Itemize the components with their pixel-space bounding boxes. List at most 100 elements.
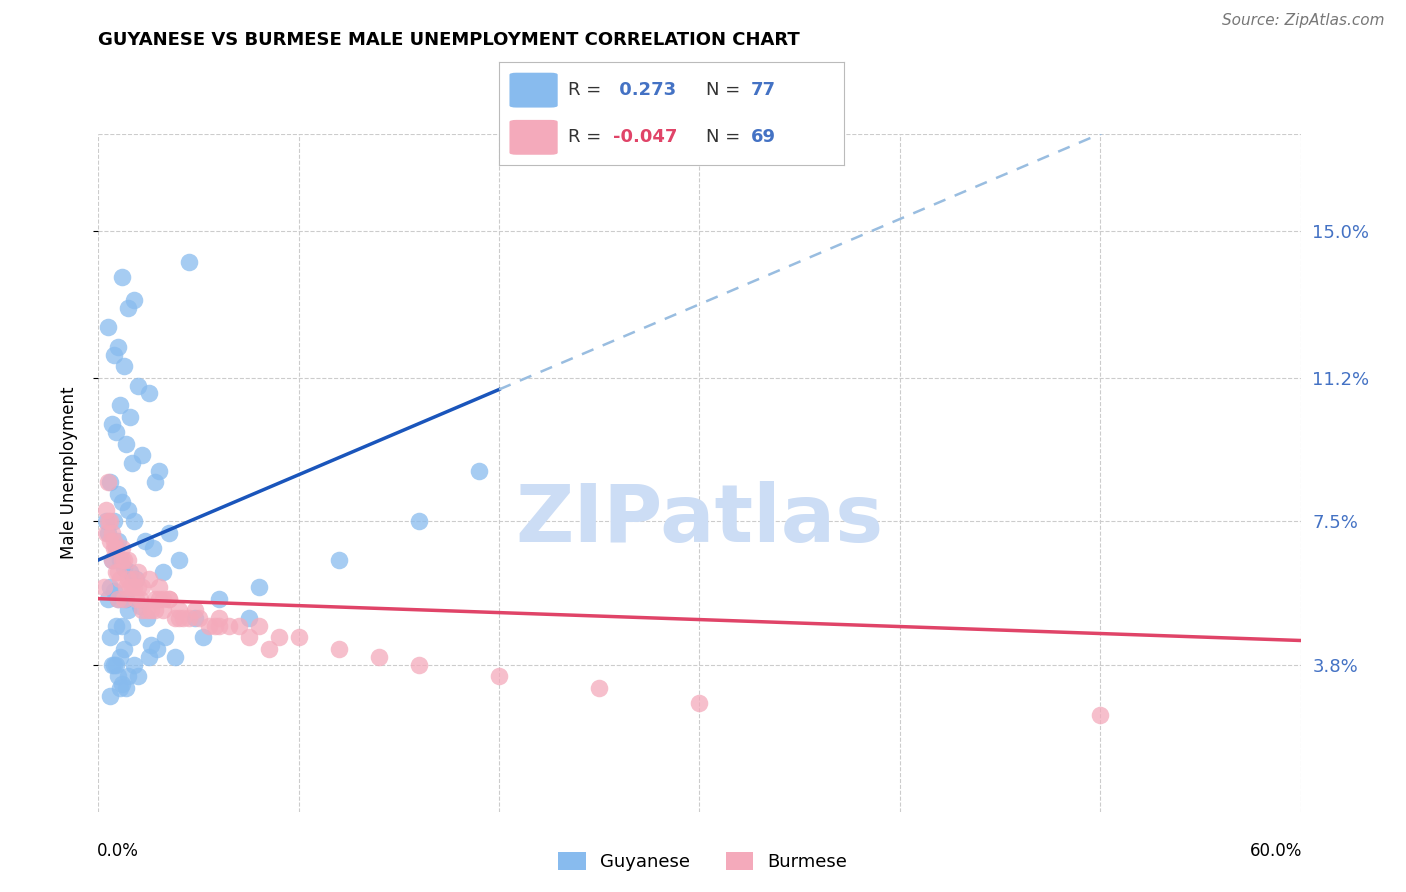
Text: -0.047: -0.047 xyxy=(613,128,678,146)
Point xyxy=(134,533,156,548)
Point xyxy=(139,603,162,617)
Point xyxy=(103,657,125,672)
Point xyxy=(111,677,134,691)
Point xyxy=(368,649,391,664)
Point xyxy=(138,649,160,664)
Point xyxy=(120,409,142,424)
Point xyxy=(228,619,250,633)
Point xyxy=(408,657,430,672)
Point xyxy=(120,580,142,594)
Point xyxy=(111,270,134,285)
Point xyxy=(163,649,186,664)
Point xyxy=(103,541,125,556)
Point xyxy=(125,572,148,586)
Point xyxy=(107,487,129,501)
Point xyxy=(588,681,610,695)
Point xyxy=(100,475,122,490)
Point xyxy=(135,611,157,625)
Point xyxy=(121,456,143,470)
Point xyxy=(408,514,430,528)
FancyBboxPatch shape xyxy=(509,73,558,108)
Point xyxy=(117,502,139,516)
Point xyxy=(139,638,162,652)
Point xyxy=(135,603,157,617)
Point xyxy=(100,631,122,645)
Point xyxy=(97,475,120,490)
Point xyxy=(97,320,120,334)
Text: 69: 69 xyxy=(751,128,776,146)
Point xyxy=(117,572,139,586)
Point xyxy=(138,386,160,401)
Point xyxy=(121,580,143,594)
Point xyxy=(153,631,176,645)
Point xyxy=(183,603,205,617)
Point xyxy=(111,553,134,567)
Point xyxy=(187,611,209,625)
Point xyxy=(105,425,128,439)
Point xyxy=(157,591,180,606)
Point xyxy=(105,657,128,672)
Point xyxy=(138,572,160,586)
Point xyxy=(128,669,150,683)
Point xyxy=(143,475,166,490)
Point xyxy=(208,611,231,625)
Text: N =: N = xyxy=(706,128,745,146)
Point xyxy=(101,553,124,567)
Point xyxy=(1088,707,1111,722)
Point xyxy=(115,436,138,450)
Point xyxy=(167,603,190,617)
Point xyxy=(114,553,136,567)
Text: Source: ZipAtlas.com: Source: ZipAtlas.com xyxy=(1222,13,1385,29)
Point xyxy=(96,525,118,540)
Point xyxy=(197,619,219,633)
Text: 0.0%: 0.0% xyxy=(97,842,139,860)
Point xyxy=(97,514,120,528)
Point xyxy=(110,553,132,567)
Point xyxy=(110,649,132,664)
Point xyxy=(97,591,120,606)
Point xyxy=(177,254,200,268)
Point xyxy=(238,611,260,625)
Point xyxy=(148,464,170,478)
Text: GUYANESE VS BURMESE MALE UNEMPLOYMENT CORRELATION CHART: GUYANESE VS BURMESE MALE UNEMPLOYMENT CO… xyxy=(98,31,800,49)
Point xyxy=(120,565,142,579)
Point xyxy=(148,580,170,594)
Point xyxy=(148,591,170,606)
Point xyxy=(183,611,205,625)
Point xyxy=(163,611,186,625)
Text: ZIPatlas: ZIPatlas xyxy=(516,481,883,559)
Point xyxy=(129,599,152,614)
Point xyxy=(110,572,132,586)
FancyBboxPatch shape xyxy=(509,120,558,155)
Point xyxy=(167,611,190,625)
Point xyxy=(128,580,150,594)
Point xyxy=(328,553,350,567)
Point xyxy=(208,619,231,633)
Point xyxy=(101,525,124,540)
Point xyxy=(131,603,153,617)
Text: R =: R = xyxy=(568,128,607,146)
Point xyxy=(124,293,146,308)
Point xyxy=(124,572,146,586)
Point xyxy=(208,591,231,606)
Legend: Guyanese, Burmese: Guyanese, Burmese xyxy=(551,845,855,879)
Point xyxy=(689,696,711,710)
Point xyxy=(128,565,150,579)
Y-axis label: Male Unemployment: Male Unemployment xyxy=(59,386,77,559)
Point xyxy=(93,580,115,594)
Point xyxy=(110,398,132,412)
Point xyxy=(204,619,226,633)
Point xyxy=(111,541,134,556)
Point xyxy=(117,669,139,683)
Point xyxy=(107,533,129,548)
Point xyxy=(101,417,124,432)
Point xyxy=(143,603,166,617)
Point xyxy=(152,591,174,606)
Point xyxy=(115,681,138,695)
Point xyxy=(114,560,136,574)
Text: N =: N = xyxy=(706,81,745,99)
Point xyxy=(117,301,139,315)
Point xyxy=(218,619,240,633)
Text: R =: R = xyxy=(568,81,607,99)
Point xyxy=(145,642,167,657)
